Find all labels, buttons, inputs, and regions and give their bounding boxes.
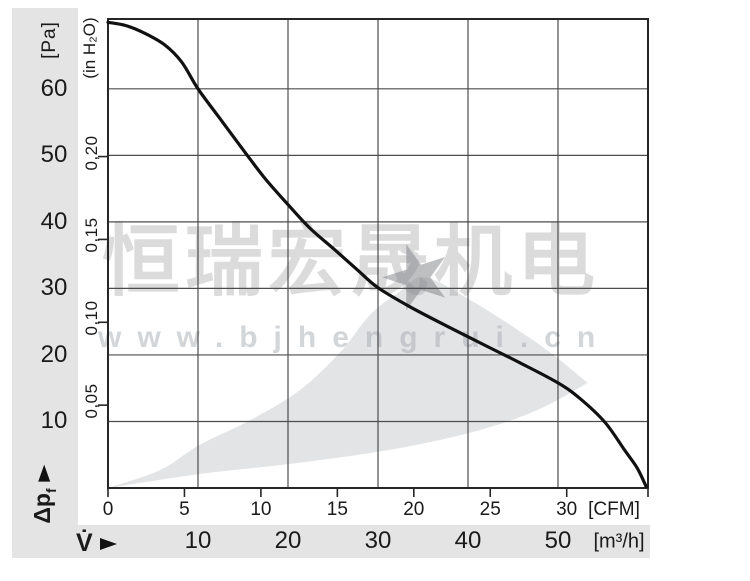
- watermark-url: www.bjhengrui.cn: [98, 321, 612, 354]
- pressure-symbol: Δp: [29, 493, 56, 524]
- inh2o-tick-label: 0,15: [82, 217, 101, 253]
- inh2o-tick-label: 0,05: [82, 383, 101, 419]
- m3h-tick-label: 30: [364, 527, 392, 554]
- cfm-axis-unit: [CFM]: [588, 499, 640, 520]
- pa-tick-label: 40: [40, 207, 68, 235]
- pressure-symbol-sub: f: [42, 488, 59, 494]
- pa-axis-unit: [Pa]: [39, 21, 60, 59]
- m3h-tick-label: 40: [454, 527, 482, 554]
- left-axis-band: [12, 8, 78, 558]
- m3h-tick-label: 50: [544, 527, 572, 554]
- flow-axis-label: V̇: [76, 529, 117, 558]
- pa-tick-label: 50: [40, 141, 68, 169]
- cfm-tick-label: 25: [479, 499, 501, 520]
- pressure-axis-arrow-icon: [38, 464, 50, 482]
- m3h-axis-unit: [m³/h]: [593, 530, 645, 553]
- pa-tick-label: 60: [40, 74, 68, 102]
- flow-axis-arrow-icon: [99, 537, 117, 550]
- inh2o-tick-label: 0,20: [82, 135, 101, 171]
- pa-tick-label: 20: [40, 340, 68, 368]
- inh2o-axis-unit: (in H₂O): [80, 17, 99, 79]
- cfm-tick-label: 10: [250, 499, 272, 520]
- flow-symbol: V̇: [76, 529, 93, 557]
- bottom-axis-band: [12, 525, 650, 558]
- pa-tick-label: 10: [40, 407, 68, 435]
- pa-tick-label: 30: [40, 274, 68, 302]
- cfm-tick-label: 15: [326, 499, 348, 520]
- cfm-tick-label: 5: [179, 499, 190, 520]
- inh2o-tick-label: 0,10: [82, 300, 101, 336]
- fan-curve: [106, 20, 648, 489]
- plot-border: [107, 18, 649, 489]
- m3h-tick-label: 20: [274, 527, 302, 554]
- m3h-tick-label: 10: [184, 527, 212, 554]
- cfm-tick-label: 0: [102, 499, 114, 520]
- cfm-tick-label: 20: [403, 499, 425, 520]
- cfm-tick-label: 30: [556, 499, 578, 520]
